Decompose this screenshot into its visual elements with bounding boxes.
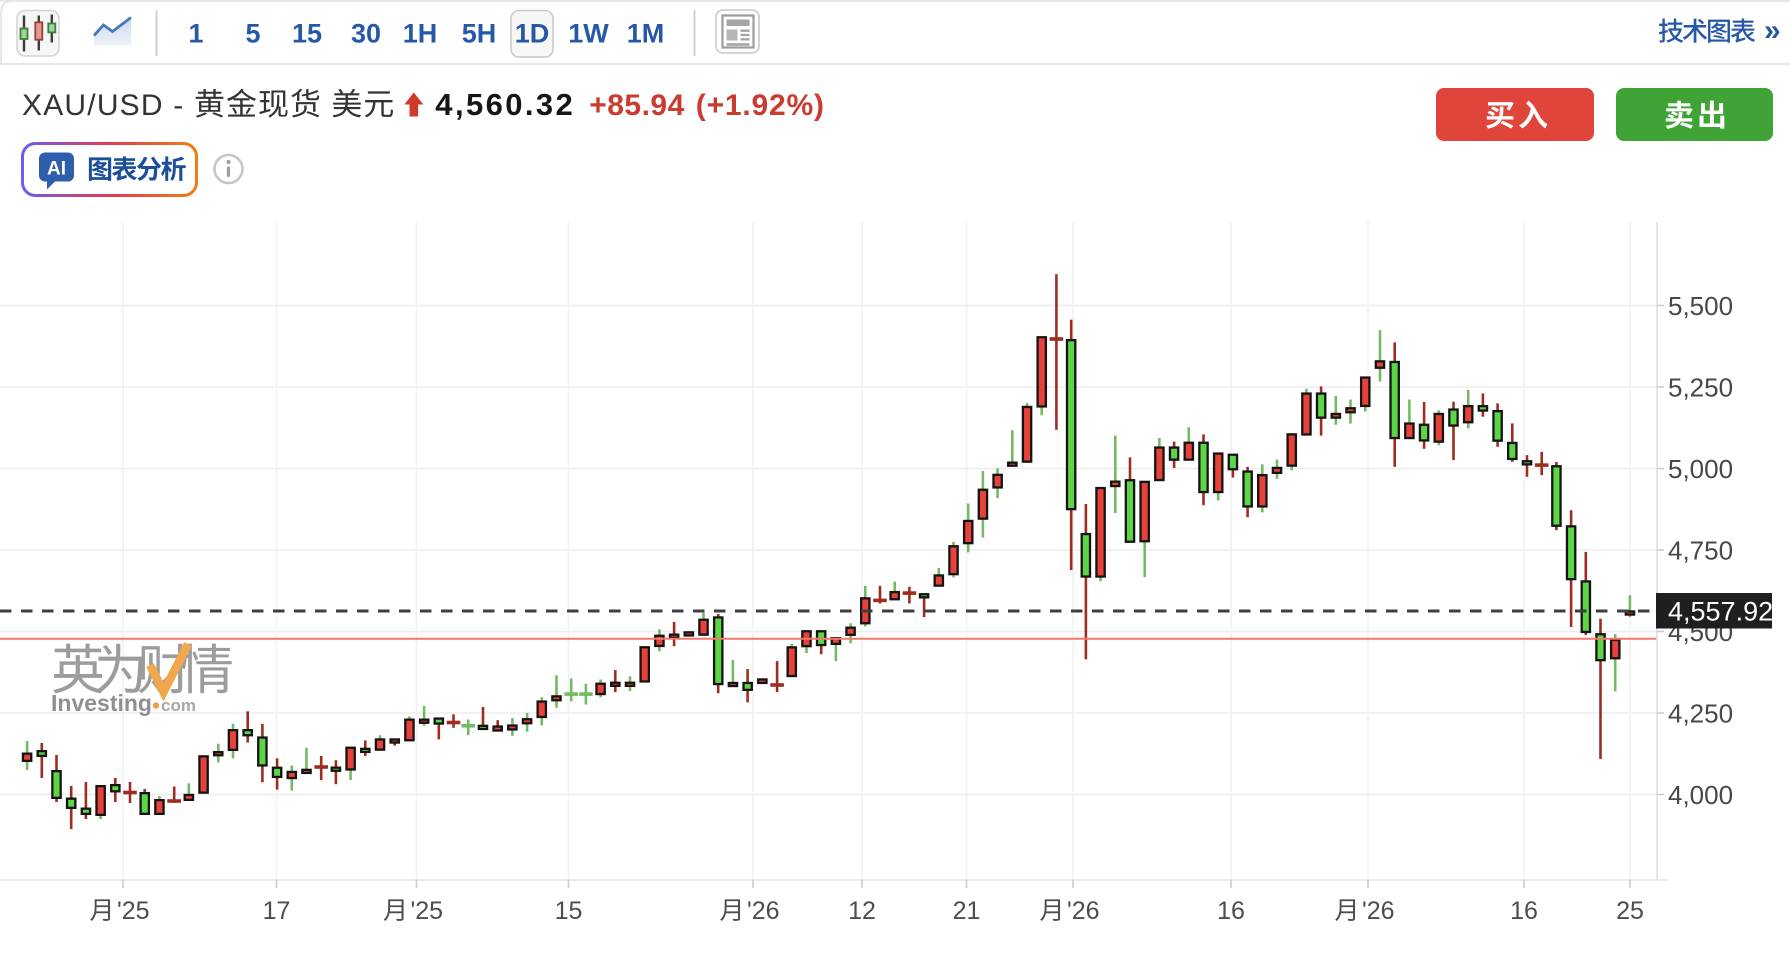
svg-text:(+1.92%): (+1.92%) (696, 89, 825, 122)
svg-text:4,250: 4,250 (1668, 699, 1733, 729)
svg-text:5,500: 5,500 (1668, 291, 1733, 321)
svg-text:XAU/USD -: XAU/USD - (22, 89, 185, 122)
svg-text:16: 16 (1510, 897, 1538, 925)
svg-text:1M: 1M (627, 19, 665, 49)
svg-text:»: » (1764, 14, 1781, 47)
svg-text:5: 5 (245, 19, 260, 49)
svg-text:5,000: 5,000 (1668, 454, 1733, 484)
svg-text:5H: 5H (462, 19, 497, 49)
svg-text:12: 12 (848, 897, 876, 925)
svg-text:4,557.92: 4,557.92 (1668, 597, 1773, 627)
svg-text:'25: '25 (117, 897, 150, 925)
svg-text:15: 15 (555, 897, 583, 925)
svg-text:5,250: 5,250 (1668, 373, 1733, 403)
svg-text:AI: AI (47, 159, 66, 180)
svg-text:4,750: 4,750 (1668, 536, 1733, 566)
svg-text:4,560.32: 4,560.32 (435, 87, 575, 122)
svg-text:com: com (161, 696, 196, 715)
svg-text:30: 30 (351, 19, 381, 49)
svg-text:21: 21 (953, 897, 981, 925)
svg-text:1W: 1W (568, 19, 609, 49)
svg-text:25: 25 (1616, 897, 1644, 925)
svg-text:1: 1 (188, 19, 203, 49)
svg-text:'26: '26 (1067, 897, 1100, 925)
svg-text:'25: '25 (411, 897, 444, 925)
svg-text:17: 17 (263, 897, 291, 925)
svg-text:'26: '26 (1362, 897, 1395, 925)
svg-text:Investing: Investing (51, 690, 152, 716)
svg-text:1H: 1H (403, 19, 438, 49)
svg-text:+85.94: +85.94 (589, 89, 685, 122)
svg-text:16: 16 (1217, 897, 1245, 925)
svg-text:15: 15 (292, 19, 322, 49)
svg-text:4,000: 4,000 (1668, 780, 1733, 810)
svg-text:1D: 1D (515, 19, 550, 49)
svg-text:'26: '26 (747, 897, 780, 925)
